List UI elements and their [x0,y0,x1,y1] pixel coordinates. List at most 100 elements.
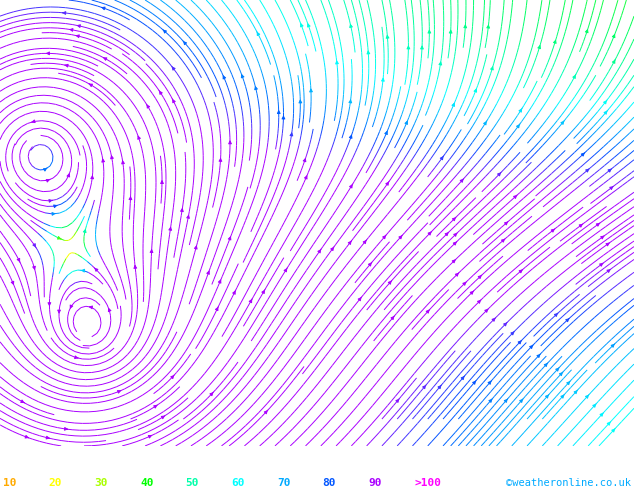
FancyArrowPatch shape [49,199,52,202]
FancyArrowPatch shape [399,235,403,239]
FancyArrowPatch shape [561,394,564,398]
FancyArrowPatch shape [545,394,549,398]
FancyArrowPatch shape [52,213,55,215]
Text: 30: 30 [94,478,108,488]
FancyArrowPatch shape [228,237,231,240]
FancyArrowPatch shape [593,404,596,407]
Text: Mo 23-09-2024 06:00 UTC (00+06): Mo 23-09-2024 06:00 UTC (00+06) [418,457,631,467]
FancyArrowPatch shape [303,159,306,162]
FancyArrowPatch shape [445,232,449,236]
FancyArrowPatch shape [301,24,303,27]
FancyArrowPatch shape [102,159,105,162]
FancyArrowPatch shape [207,271,209,274]
FancyArrowPatch shape [472,381,476,384]
FancyArrowPatch shape [368,262,372,266]
FancyArrowPatch shape [440,156,444,160]
FancyArrowPatch shape [111,156,113,159]
FancyArrowPatch shape [581,153,585,156]
FancyArrowPatch shape [514,195,517,198]
FancyArrowPatch shape [138,136,140,139]
FancyArrowPatch shape [529,345,533,348]
FancyArrowPatch shape [489,399,493,402]
FancyArrowPatch shape [229,141,231,144]
FancyArrowPatch shape [65,64,68,67]
Text: 10: 10 [3,478,16,488]
FancyArrowPatch shape [453,217,456,221]
FancyArrowPatch shape [350,24,353,27]
FancyArrowPatch shape [210,392,214,396]
FancyArrowPatch shape [255,87,257,90]
FancyArrowPatch shape [382,78,384,81]
FancyArrowPatch shape [608,169,612,172]
FancyArrowPatch shape [46,436,49,439]
FancyArrowPatch shape [91,176,94,179]
Text: 60: 60 [231,478,245,488]
FancyArrowPatch shape [146,104,150,108]
FancyArrowPatch shape [519,270,522,273]
FancyArrowPatch shape [487,25,489,28]
FancyArrowPatch shape [438,385,441,389]
FancyArrowPatch shape [264,410,268,414]
FancyArrowPatch shape [561,121,564,124]
FancyArrowPatch shape [25,436,29,438]
FancyArrowPatch shape [391,316,394,319]
FancyArrowPatch shape [450,30,452,33]
FancyArrowPatch shape [187,216,190,219]
FancyArrowPatch shape [304,176,307,179]
FancyArrowPatch shape [58,310,60,313]
FancyArrowPatch shape [181,209,183,212]
FancyArrowPatch shape [335,61,339,64]
FancyArrowPatch shape [11,281,14,284]
FancyArrowPatch shape [129,197,132,199]
FancyArrowPatch shape [518,341,522,344]
FancyArrowPatch shape [491,67,493,70]
FancyArrowPatch shape [612,428,615,432]
FancyArrowPatch shape [218,280,221,283]
FancyArrowPatch shape [554,313,558,317]
FancyArrowPatch shape [492,318,496,321]
Text: 90: 90 [368,478,382,488]
FancyArrowPatch shape [101,7,105,10]
FancyArrowPatch shape [385,131,387,135]
FancyArrowPatch shape [148,435,152,438]
FancyArrowPatch shape [488,381,491,384]
FancyArrowPatch shape [484,121,487,125]
FancyArrowPatch shape [89,306,93,309]
FancyArrowPatch shape [607,421,611,425]
FancyArrowPatch shape [153,405,157,408]
FancyArrowPatch shape [58,237,61,239]
FancyArrowPatch shape [309,89,313,92]
FancyArrowPatch shape [282,116,285,119]
FancyArrowPatch shape [485,309,488,312]
FancyArrowPatch shape [386,35,389,38]
FancyArrowPatch shape [498,172,501,176]
FancyArrowPatch shape [290,133,293,136]
FancyArrowPatch shape [505,221,508,225]
FancyArrowPatch shape [597,223,600,226]
FancyArrowPatch shape [219,159,222,161]
FancyArrowPatch shape [249,299,252,303]
FancyArrowPatch shape [108,309,111,312]
Text: >100: >100 [414,478,441,488]
FancyArrowPatch shape [171,375,174,379]
FancyArrowPatch shape [278,111,280,114]
Text: 50: 50 [186,478,199,488]
Text: Streamlines 500 hPa [kts] ICON: Streamlines 500 hPa [kts] ICON [3,457,209,467]
FancyArrowPatch shape [606,243,609,246]
FancyArrowPatch shape [367,51,370,54]
FancyArrowPatch shape [428,231,432,235]
FancyArrowPatch shape [579,224,583,227]
FancyArrowPatch shape [349,135,352,138]
FancyArrowPatch shape [611,344,615,347]
FancyArrowPatch shape [559,372,563,376]
FancyArrowPatch shape [299,100,302,103]
FancyArrowPatch shape [94,268,98,271]
FancyArrowPatch shape [519,108,522,112]
FancyArrowPatch shape [478,275,482,279]
Text: 20: 20 [49,478,62,488]
FancyArrowPatch shape [566,318,569,322]
FancyArrowPatch shape [386,181,389,185]
FancyArrowPatch shape [452,103,455,106]
FancyArrowPatch shape [464,25,467,28]
FancyArrowPatch shape [46,179,50,182]
